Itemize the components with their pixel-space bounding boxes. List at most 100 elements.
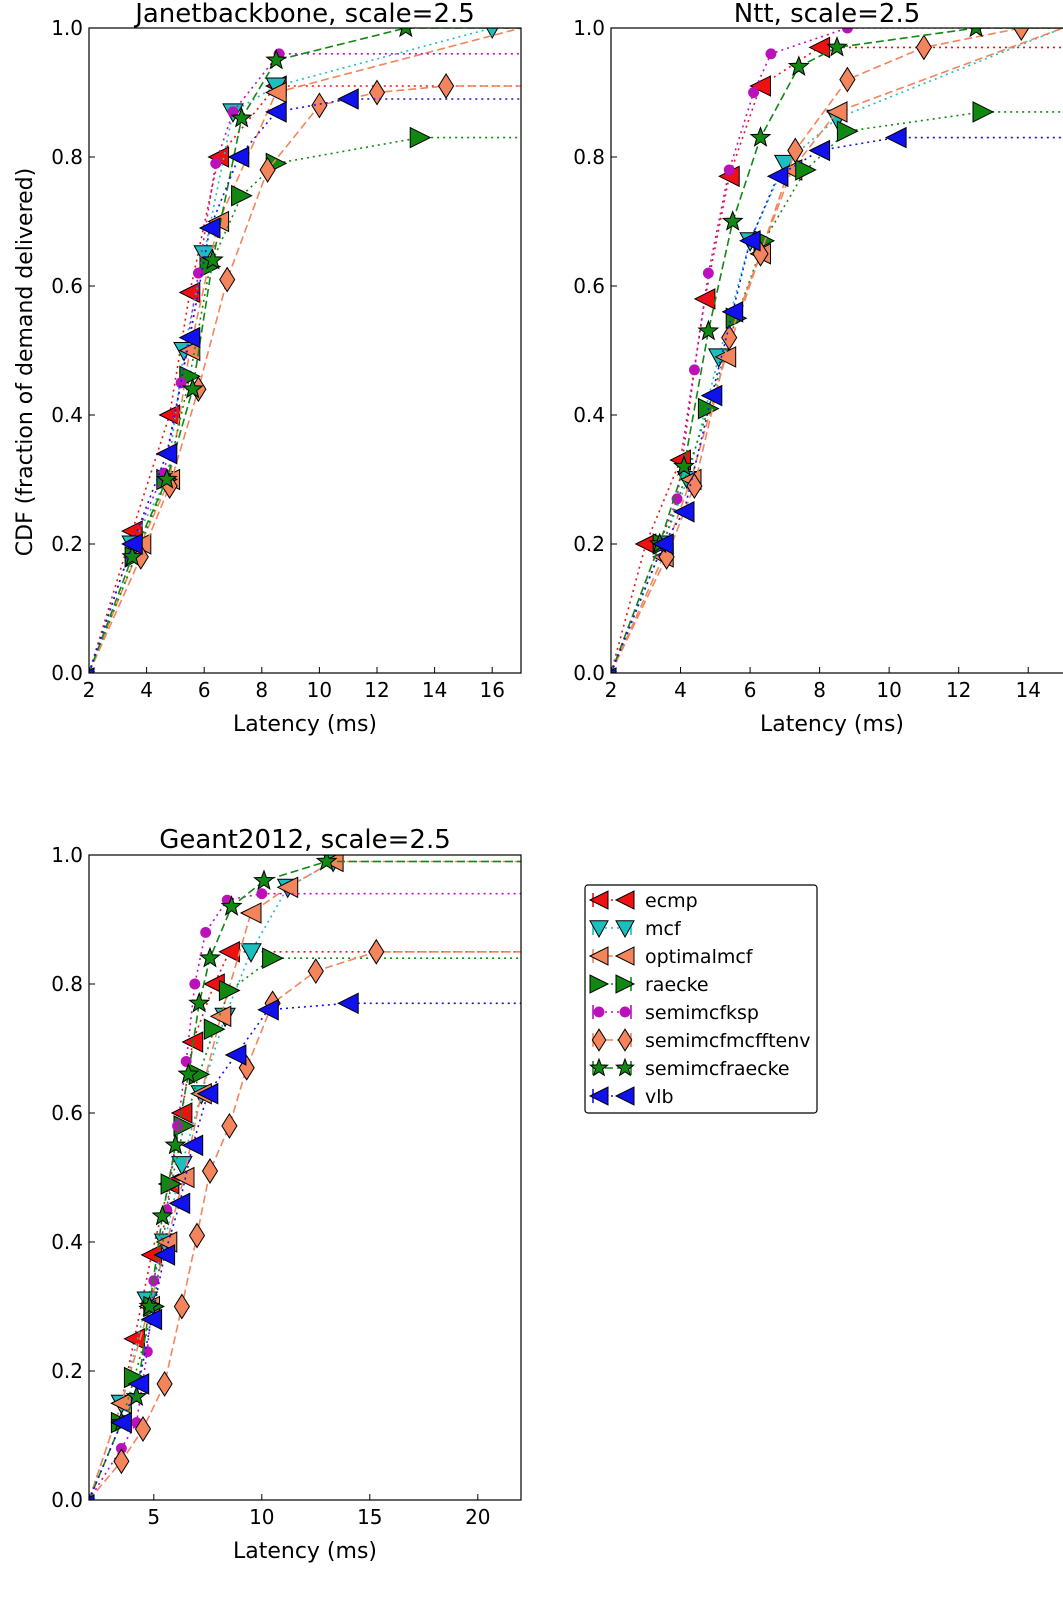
data-point-vlb bbox=[611, 667, 617, 673]
data-point-semimcfmcfftenv bbox=[134, 1416, 152, 1442]
data-point-semimcfraecke bbox=[181, 377, 204, 399]
legend-marker bbox=[588, 1086, 609, 1106]
series-line-semimcfmcfftenv bbox=[89, 950, 521, 1500]
x-tick-label: 15 bbox=[357, 1505, 382, 1529]
y-tick-label: 0.6 bbox=[51, 274, 83, 298]
data-point-semimcfksp bbox=[841, 28, 853, 34]
data-point-ecmp bbox=[808, 36, 831, 59]
data-point-vlb bbox=[155, 442, 178, 465]
legend-entry-ecmp: ecmp bbox=[588, 890, 698, 912]
data-point-semimcfraecke bbox=[188, 991, 211, 1013]
data-point-vlb bbox=[198, 217, 221, 239]
data-point-semimcfraecke bbox=[253, 869, 275, 891]
data-point-semimcfksp bbox=[227, 106, 239, 118]
data-point-semimcfraecke bbox=[230, 106, 253, 128]
data-point-semimcfksp bbox=[748, 87, 760, 98]
data-point-optimalmcf bbox=[209, 1005, 232, 1028]
x-tick-label: 8 bbox=[255, 678, 268, 702]
data-point-semimcfraecke bbox=[721, 210, 744, 231]
legend-label: ecmp bbox=[645, 890, 698, 912]
data-point-semimcfraecke bbox=[201, 248, 224, 270]
legend-label: vlb bbox=[645, 1086, 674, 1108]
data-point-vlb bbox=[89, 1494, 95, 1500]
data-point-vlb bbox=[227, 146, 250, 168]
legend-entry-mcf: mcf bbox=[589, 918, 682, 940]
data-point-vlb bbox=[808, 139, 831, 162]
chart-panel-1: Janetbackbone, scale=2.5 0.0 0.2 0.4 0.6 0.8 1… bbox=[51, 0, 522, 737]
legend-entry-semimcfraecke: semimcfraecke bbox=[589, 1057, 790, 1080]
data-point-semimcfraecke bbox=[749, 126, 772, 147]
data-point-vlb bbox=[127, 1373, 150, 1395]
series-line-semimcfraecke bbox=[89, 860, 521, 1500]
x-tick-label: 14 bbox=[1016, 678, 1041, 702]
x-tick-label: 20 bbox=[465, 1505, 490, 1529]
plot-area bbox=[88, 27, 522, 674]
legend-label: semimcfksp bbox=[645, 1002, 759, 1024]
data-point-semimcfmcfftenv bbox=[307, 958, 324, 985]
legend-entry-semimcfksp: semimcfksp bbox=[592, 1002, 759, 1024]
data-point-semimcfksp bbox=[175, 377, 187, 389]
data-point-semimcfraecke bbox=[697, 319, 720, 341]
x-axis-label: Latency (ms) bbox=[233, 712, 377, 737]
y-tick-label: 0.4 bbox=[573, 403, 605, 427]
data-point-raecke bbox=[218, 979, 241, 1002]
data-point-optimalmcf bbox=[276, 876, 299, 899]
data-point-semimcfksp bbox=[210, 158, 222, 169]
data-point-ecmp bbox=[123, 1327, 145, 1350]
data-point-semimcfraecke bbox=[199, 946, 221, 968]
data-point-semimcfmcfftenv bbox=[173, 1293, 190, 1320]
legend-marker bbox=[614, 946, 635, 966]
data-point-semimcfmcfftenv bbox=[686, 473, 703, 499]
legend-label: semimcfraecke bbox=[645, 1058, 790, 1080]
series-line-raecke bbox=[89, 957, 521, 1500]
plot-area bbox=[610, 27, 1063, 674]
data-point-semimcfmcfftenv bbox=[915, 34, 932, 61]
series-line-vlb bbox=[89, 1002, 521, 1500]
y-tick-label: 0.2 bbox=[51, 532, 83, 556]
legend-marker bbox=[589, 1057, 609, 1077]
x-axis-label: Latency (ms) bbox=[233, 1539, 377, 1564]
x-tick-label: 4 bbox=[140, 678, 153, 702]
x-tick-label: 5 bbox=[147, 1505, 160, 1529]
series-line-raecke bbox=[89, 136, 521, 673]
chart-panel-2: Ntt, scale=2.5 0.0 0.2 0.4 0.6 0.8 1.0 2 4 6 8 10 12… bbox=[573, 0, 1063, 737]
chart-title: Ntt, scale=2.5 bbox=[734, 0, 921, 29]
legend-label: mcf bbox=[645, 918, 682, 940]
y-tick-label: 0.8 bbox=[51, 145, 83, 169]
chart-title: Geant2012, scale=2.5 bbox=[159, 825, 451, 855]
data-point-raecke bbox=[836, 120, 859, 143]
legend: ecmp mcf optimalmcf raecke semimcfksp semimcf… bbox=[584, 884, 818, 1114]
series-line-mcf bbox=[89, 28, 521, 673]
data-point-vlb bbox=[884, 126, 907, 149]
legend-marker bbox=[614, 890, 635, 910]
data-point-semimcfraecke bbox=[125, 1385, 148, 1407]
data-point-semimcfmcfftenv bbox=[839, 66, 856, 93]
data-point-semimcfraecke bbox=[138, 1295, 161, 1316]
legend-marker bbox=[591, 1028, 607, 1052]
data-point-semimcfmcfftenv bbox=[438, 73, 455, 99]
data-point-optimalmcf bbox=[172, 1166, 195, 1189]
data-point-vlb bbox=[110, 1411, 132, 1434]
data-point-semimcfraecke bbox=[787, 55, 810, 76]
data-point-raecke bbox=[231, 184, 253, 207]
y-tick-label: 0.6 bbox=[51, 1101, 83, 1125]
x-tick-label: 10 bbox=[307, 678, 332, 702]
data-point-vlb bbox=[766, 165, 789, 188]
x-axis-label: Latency (ms) bbox=[760, 712, 904, 737]
data-point-raecke bbox=[203, 1018, 226, 1041]
data-point-vlb bbox=[89, 667, 95, 673]
legend-marker bbox=[588, 946, 609, 966]
x-tick-label: 2 bbox=[605, 678, 618, 702]
series-line-semimcfmcfftenv bbox=[89, 85, 521, 673]
data-point-semimcfraecke bbox=[969, 28, 983, 38]
data-point-vlb bbox=[153, 1244, 176, 1266]
data-point-vlb bbox=[196, 1082, 219, 1105]
series-line-ecmp bbox=[89, 85, 521, 673]
y-axis-label: CDF (fraction of demand delivered) bbox=[13, 168, 38, 556]
series-line-semimcfksp bbox=[89, 892, 521, 1500]
data-point-semimcfmcfftenv bbox=[221, 1112, 238, 1139]
legend-label: raecke bbox=[645, 974, 709, 996]
chart-title: Janetbackbone, scale=2.5 bbox=[133, 0, 475, 29]
y-tick-label: 1.0 bbox=[51, 843, 83, 867]
data-point-mcf bbox=[486, 28, 499, 40]
